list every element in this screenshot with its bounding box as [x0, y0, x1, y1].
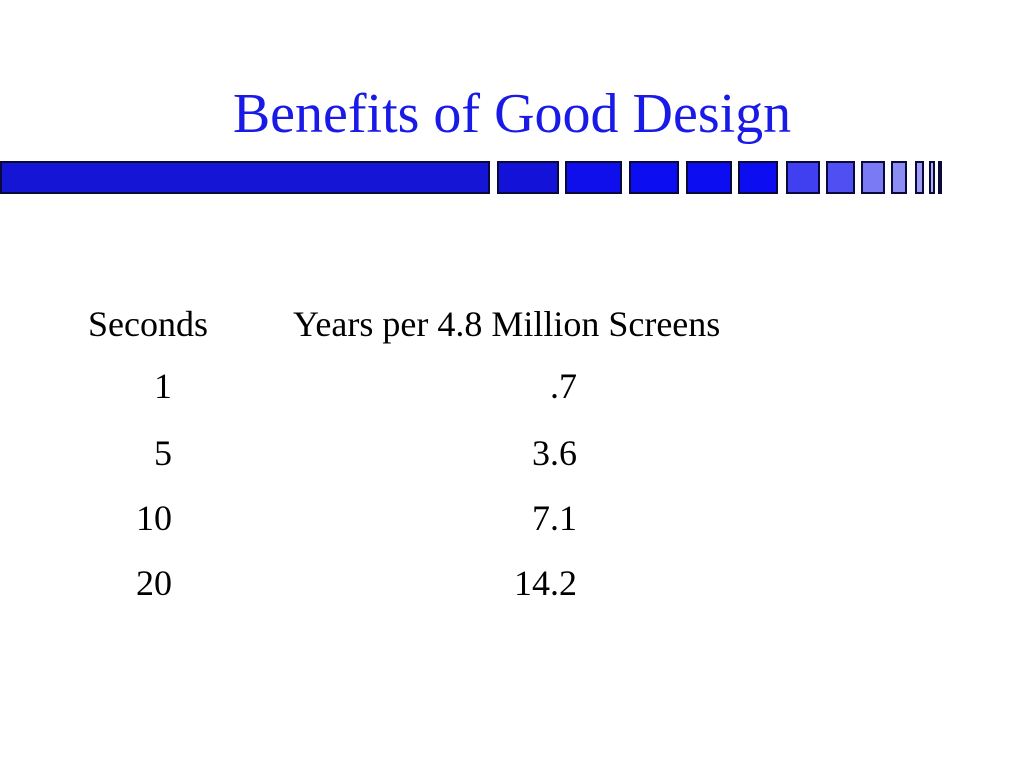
- header-years: Years per 4.8 Million Screens: [293, 304, 721, 344]
- table-header-row: Seconds Years per 4.8 Million Screens: [0, 300, 1024, 348]
- header-seconds: Seconds: [88, 304, 208, 344]
- cell-years: 7.1: [532, 498, 577, 538]
- cell-seconds: 20: [136, 563, 172, 603]
- title-bar-segment: [938, 161, 942, 194]
- table-row: 20 14.2: [0, 559, 1024, 607]
- table-row: 5 3.6: [0, 429, 1024, 477]
- title-bar-segment: [826, 161, 855, 194]
- title-bar-segment: [915, 161, 924, 194]
- title-bar-segment: [891, 161, 907, 194]
- title-bar-segment: [565, 161, 622, 194]
- title-bar-segment: [738, 161, 778, 194]
- title-bar-segment: [861, 161, 885, 194]
- cell-years: 14.2: [514, 563, 577, 603]
- title-bar-segment: [686, 161, 732, 194]
- title-bar-segment: [786, 161, 820, 194]
- table-row: 1 .7: [0, 362, 1024, 410]
- cell-seconds: 10: [136, 498, 172, 538]
- title-decoration-bar: [0, 161, 945, 194]
- title-bar-segment: [0, 161, 490, 194]
- cell-seconds: 5: [154, 433, 172, 473]
- slide-title: Benefits of Good Design: [232, 83, 792, 145]
- title-bar-segment: [629, 161, 679, 194]
- cell-seconds: 1: [154, 366, 172, 406]
- table-row: 10 7.1: [0, 494, 1024, 542]
- title-bar-segment: [929, 161, 935, 194]
- cell-years: .7: [550, 366, 577, 406]
- cell-years: 3.6: [532, 433, 577, 473]
- title-bar-segment: [497, 161, 559, 194]
